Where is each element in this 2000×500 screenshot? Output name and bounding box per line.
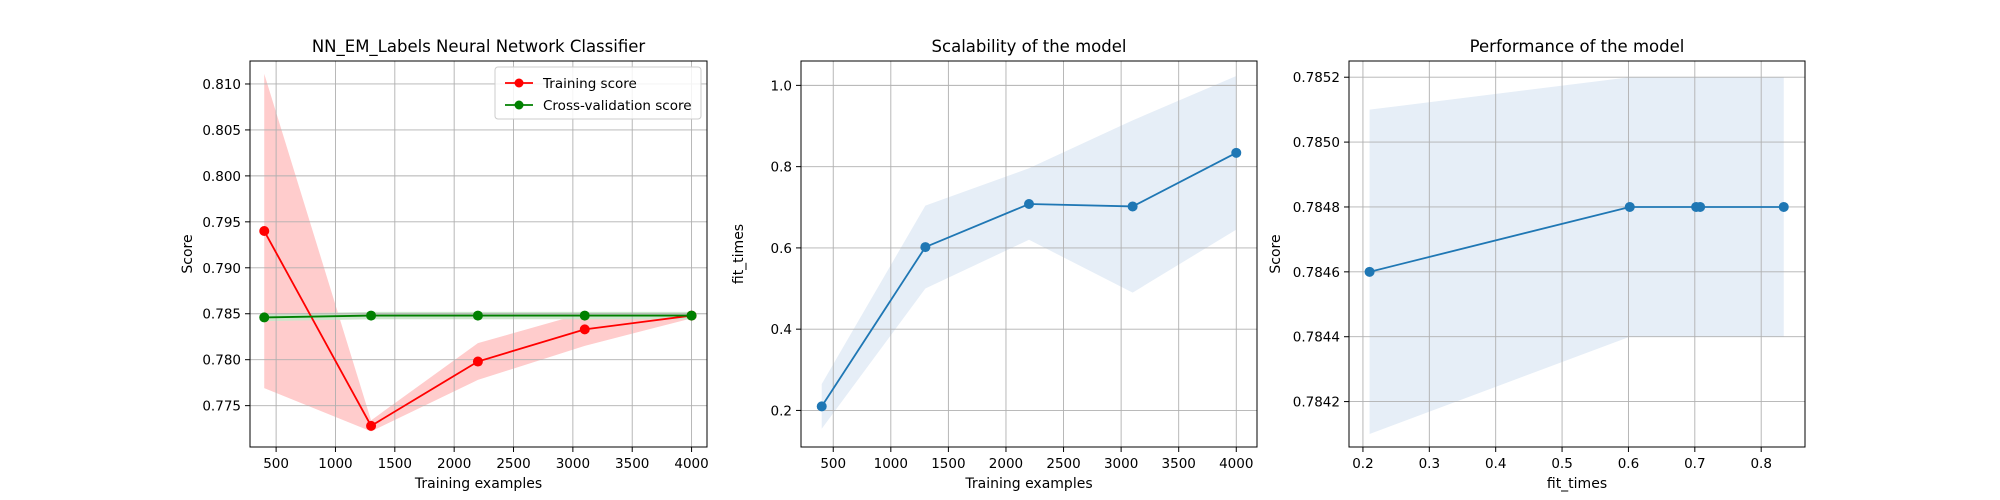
- x-tick-label: 500: [820, 456, 846, 472]
- x-tick-label: 4000: [1219, 456, 1253, 472]
- legend-label: Cross-validation score: [543, 98, 692, 114]
- data-point: [686, 310, 697, 321]
- y-tick-label: 0.7842: [1293, 395, 1340, 411]
- confidence-band: [264, 73, 692, 432]
- confidence-band: [1369, 77, 1784, 435]
- data-point: [472, 356, 483, 367]
- legend-swatch-marker: [514, 78, 524, 88]
- axes-frame: [249, 60, 708, 448]
- y-tick-label: 0.4: [771, 322, 792, 338]
- y-tick-label: 0.810: [202, 77, 241, 93]
- x-tick-label: 500: [263, 456, 289, 472]
- x-tick-label: 2000: [437, 456, 471, 472]
- plot-area: 0.2 0.3 0.4 0.5 0.6 0.7 0.8 0.7842 0.7844 0.7846 0…: [1293, 60, 1806, 472]
- x-tick-label: 1500: [931, 456, 965, 472]
- x-tick-label: 0.5: [1551, 456, 1572, 472]
- data-point: [259, 312, 270, 323]
- data-point: [472, 310, 483, 321]
- x-tick-label: 4000: [674, 456, 708, 472]
- x-axis-label: Training examples: [964, 476, 1092, 492]
- data-point: [366, 310, 377, 321]
- x-tick-label: 0.2: [1352, 456, 1373, 472]
- y-tick-label: 0.7844: [1293, 330, 1340, 346]
- legend-entry-cross-validation-score: Cross-validation score: [505, 98, 692, 114]
- plot-area: 500 1000 1500 2000 2500 3000 3500 4000 0.2 0.4 0.6…: [771, 60, 1258, 472]
- y-axis-label: Score: [180, 234, 196, 273]
- y-tick-label: 0.8: [771, 160, 792, 176]
- data-point: [259, 226, 270, 237]
- y-tick-label: 0.7850: [1293, 135, 1340, 151]
- data-point: [1778, 201, 1789, 212]
- chart-title: Scalability of the model: [932, 37, 1127, 56]
- chart-title: Performance of the model: [1470, 37, 1685, 56]
- x-tick-label: 1500: [378, 456, 412, 472]
- x-tick-label: 0.3: [1419, 456, 1440, 472]
- x-tick-label: 2000: [989, 456, 1023, 472]
- y-tick-label: 0.2: [771, 403, 792, 419]
- legend-entry-training-score: Training score: [505, 76, 637, 92]
- x-tick-label: 1000: [874, 456, 908, 472]
- y-axis-label: fit_times: [731, 224, 747, 284]
- y-tick-label: 0.790: [202, 261, 241, 277]
- axes-frame: [800, 60, 1258, 448]
- data-point: [920, 242, 931, 253]
- legend-swatch-marker: [514, 100, 524, 110]
- data-point: [816, 401, 827, 412]
- chart-title: NN_EM_Labels Neural Network Classifier: [312, 37, 646, 57]
- x-tick-label: 0.7: [1684, 456, 1705, 472]
- x-tick-label: 3500: [615, 456, 649, 472]
- chart-performance: 0.2 0.3 0.4 0.5 0.6 0.7 0.8 0.7842 0.7844 0.7846 0…: [1268, 37, 1806, 492]
- y-tick-label: 0.785: [202, 307, 241, 323]
- x-axis-label: fit_times: [1547, 476, 1607, 492]
- legend-label: Training score: [542, 76, 637, 92]
- chart-learning-curve: 500 1000 1500 2000 2500 3000 3500 4000 0.775 0.78…: [180, 37, 709, 492]
- data-point: [1695, 201, 1706, 212]
- x-tick-label: 3000: [1104, 456, 1138, 472]
- data-point: [1231, 147, 1242, 158]
- data-point: [366, 420, 377, 431]
- y-tick-label: 0.6: [771, 241, 792, 257]
- y-tick-label: 0.780: [202, 353, 241, 369]
- confidence-band: [821, 76, 1237, 429]
- y-tick-label: 0.7852: [1293, 70, 1340, 86]
- data-point: [1127, 201, 1138, 212]
- y-tick-label: 0.7846: [1293, 265, 1340, 281]
- y-tick-label: 0.7848: [1293, 200, 1340, 216]
- x-tick-label: 0.4: [1485, 456, 1506, 472]
- legend: Training score Cross-validation score: [494, 66, 702, 120]
- legend-box: [494, 66, 702, 120]
- data-point: [1024, 199, 1034, 210]
- y-tick-label: 0.805: [202, 123, 241, 139]
- x-tick-label: 1000: [318, 456, 352, 472]
- x-axis-label: Training examples: [414, 476, 542, 492]
- x-tick-label: 3500: [1162, 456, 1196, 472]
- x-tick-label: 2500: [496, 456, 530, 472]
- data-point: [1364, 266, 1375, 277]
- y-tick-label: 1.0: [771, 78, 792, 94]
- y-tick-label: 0.800: [202, 169, 241, 185]
- x-tick-label: 0.6: [1618, 456, 1639, 472]
- data-point: [579, 310, 590, 321]
- x-tick-label: 3000: [556, 456, 590, 472]
- y-tick-label: 0.795: [202, 215, 241, 231]
- x-tick-label: 0.8: [1750, 456, 1771, 472]
- y-axis-label: Score: [1268, 234, 1284, 273]
- data-point: [1624, 201, 1635, 212]
- x-tick-label: 2500: [1046, 456, 1080, 472]
- y-tick-label: 0.775: [202, 399, 241, 415]
- axes-frame: [1348, 60, 1806, 448]
- data-point: [579, 324, 590, 335]
- chart-scalability: 500 1000 1500 2000 2500 3000 3500 4000 0.2 0.4 0.6…: [731, 37, 1258, 492]
- plot-area: 500 1000 1500 2000 2500 3000 3500 4000 0.775 0.78…: [202, 60, 709, 472]
